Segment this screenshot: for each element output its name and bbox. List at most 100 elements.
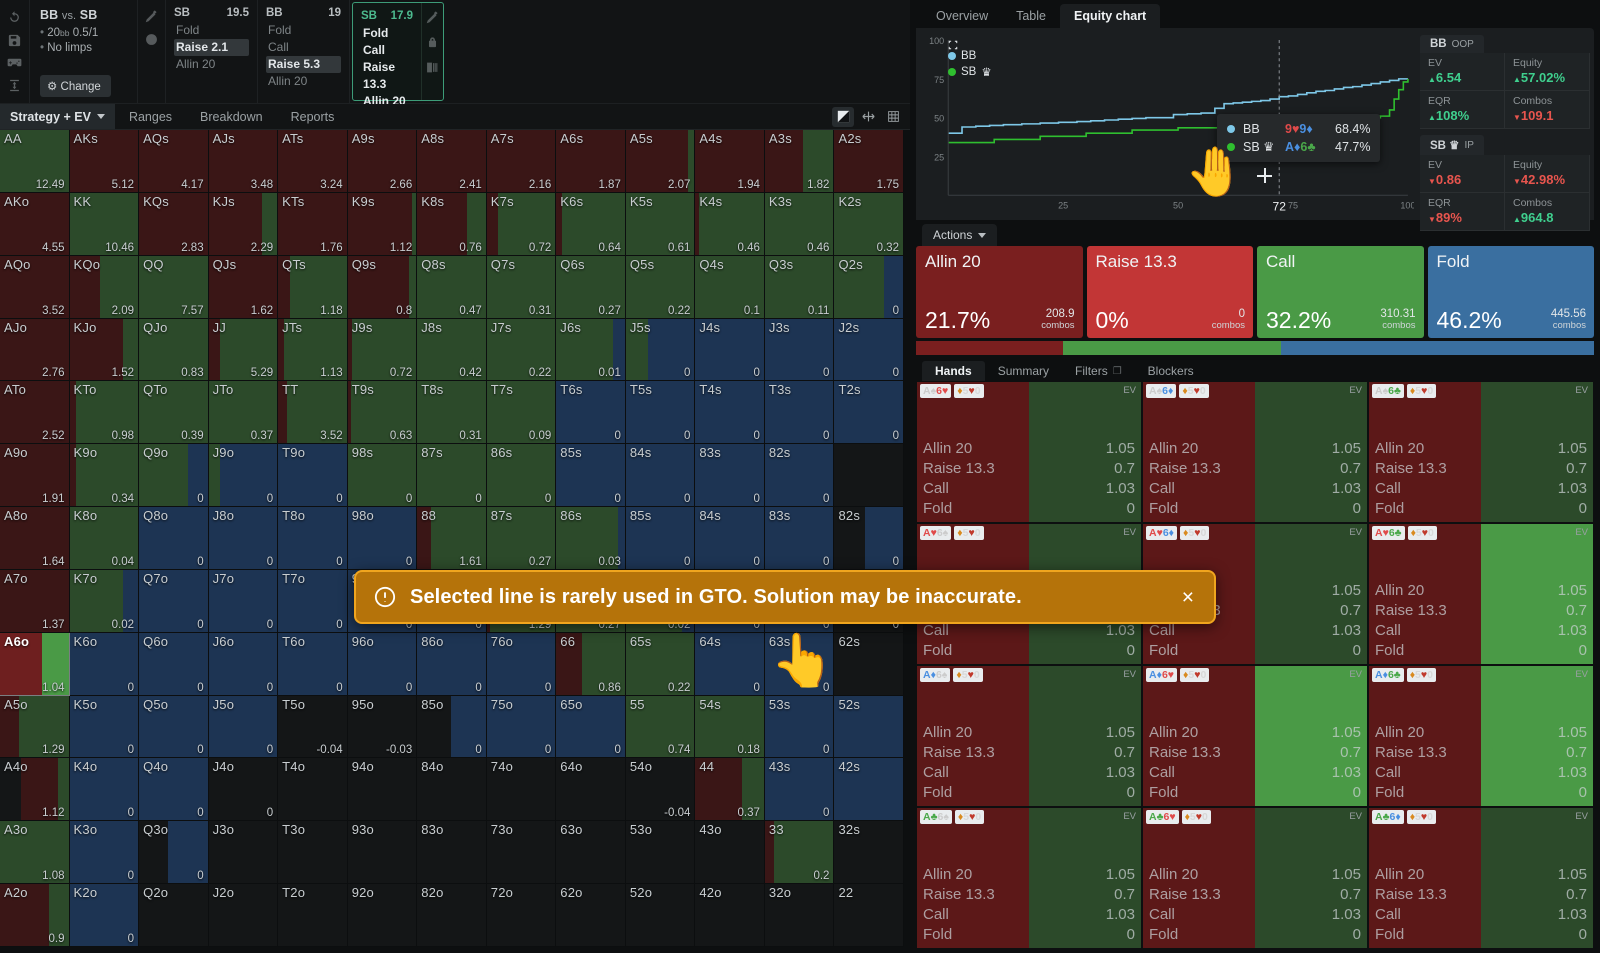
range-cell[interactable]: Q3s 0.11 bbox=[764, 255, 835, 319]
range-cell[interactable]: 63o bbox=[556, 821, 626, 885]
tab-filters[interactable]: Filters ❐ bbox=[1075, 364, 1122, 378]
range-cell[interactable]: 42o bbox=[695, 884, 765, 947]
range-cell[interactable]: QJo 0.83 bbox=[139, 318, 209, 382]
range-cell[interactable]: 93o bbox=[347, 821, 418, 885]
range-cell[interactable]: 32o bbox=[764, 884, 835, 947]
range-cell[interactable]: J4o 0 bbox=[208, 758, 279, 822]
tab-equity-chart[interactable]: Equity chart bbox=[1059, 4, 1161, 28]
action-item[interactable]: Call bbox=[363, 43, 386, 57]
range-cell[interactable]: 83s 0 bbox=[695, 444, 765, 508]
view-mode-resize-icon[interactable] bbox=[857, 107, 879, 127]
split-view-icon[interactable] bbox=[426, 61, 439, 74]
range-cell[interactable]: K4o 0 bbox=[69, 758, 140, 822]
range-cell[interactable]: 62o bbox=[556, 884, 626, 947]
range-cell[interactable]: T7s 0.09 bbox=[486, 381, 557, 445]
range-cell[interactable]: 87s 0 bbox=[417, 444, 487, 508]
range-cell[interactable]: 75o 0 bbox=[486, 695, 557, 759]
range-cell[interactable]: J2s 0 bbox=[834, 318, 904, 382]
range-cell[interactable]: 44 0.37 bbox=[695, 758, 765, 822]
action-item[interactable]: Fold bbox=[176, 23, 200, 37]
range-cell[interactable]: 86s 0 bbox=[486, 444, 557, 508]
action-item[interactable]: Call bbox=[268, 40, 289, 54]
edit-pencil-icon[interactable] bbox=[145, 10, 158, 23]
range-cell[interactable]: T6s 0 bbox=[556, 381, 626, 445]
range-cell[interactable]: K9o 0.34 bbox=[69, 444, 140, 508]
range-cell[interactable]: T2s 0 bbox=[834, 381, 904, 445]
range-cell[interactable]: 85s 0 bbox=[625, 507, 696, 570]
range-cell[interactable]: 52s bbox=[834, 695, 904, 759]
hand-cell[interactable]: A♦ 6♥ ♦ 5 ♥ 0 Allin 20 Raise 13.3 Call Fold EV … bbox=[1142, 665, 1368, 807]
range-cell[interactable]: K5o 0 bbox=[69, 695, 140, 759]
range-cell[interactable]: 54o -0.04 bbox=[625, 758, 696, 822]
hand-cell[interactable]: A♦ 6♠ ♦ 5 ♥ 0 Allin 20 Raise 13.3 Call Fold EV … bbox=[916, 665, 1142, 807]
range-cell[interactable]: Q3o 0 bbox=[139, 821, 209, 885]
range-cell[interactable]: J8o 0 bbox=[208, 507, 279, 570]
range-cell[interactable]: Q4s 0.1 bbox=[695, 255, 765, 319]
range-cell[interactable]: K8o 0.04 bbox=[69, 507, 140, 570]
range-cell[interactable]: J9o 0 bbox=[208, 444, 279, 508]
range-cell[interactable]: ATo 2.52 bbox=[0, 381, 70, 445]
range-cell[interactable]: T3s 0 bbox=[764, 381, 835, 445]
hand-cell[interactable]: A♣ 6♥ ♦ 5 ♥ 0 Allin 20 Raise 13.3 Call Fold EV … bbox=[1142, 807, 1368, 949]
range-cell[interactable]: QTo 0.39 bbox=[139, 381, 209, 445]
range-cell[interactable]: KJs 2.29 bbox=[208, 192, 279, 256]
gamepad-icon[interactable] bbox=[6, 54, 24, 72]
lock-icon[interactable] bbox=[426, 36, 439, 49]
hand-cell[interactable]: A♠ 6♣ ♦ 5 ♥ 0 Allin 20 Raise 13.3 Call Fold EV … bbox=[1368, 381, 1594, 523]
range-cell[interactable]: K3s 0.46 bbox=[764, 192, 835, 256]
range-cell[interactable]: A2o 0.9 bbox=[0, 884, 70, 947]
equity-chart[interactable]: 25 50 75 100 25 50 75 100 72 BB SB ♛ bbox=[920, 34, 1414, 216]
range-cell[interactable]: 22 bbox=[834, 884, 904, 947]
range-cell[interactable]: 53o bbox=[625, 821, 696, 885]
range-cell[interactable]: Q2s 0 bbox=[834, 255, 904, 319]
range-cell[interactable]: T3o bbox=[278, 821, 348, 885]
tab-breakdown[interactable]: Breakdown bbox=[200, 109, 263, 124]
range-cell[interactable]: A7o 1.37 bbox=[0, 569, 70, 633]
range-cell[interactable]: Q6o 0 bbox=[139, 632, 209, 696]
range-cell[interactable]: 98o 0 bbox=[347, 507, 418, 570]
range-cell[interactable]: 66 0.86 bbox=[556, 632, 626, 696]
range-cell[interactable]: Q7o 0 bbox=[139, 569, 209, 633]
range-cell[interactable]: ATs 3.24 bbox=[278, 130, 348, 193]
range-cell[interactable]: J7s 0.22 bbox=[486, 318, 557, 382]
action-card[interactable]: Raise 13.3 0% 0 combos bbox=[1086, 246, 1253, 338]
range-cell[interactable]: AJs 3.48 bbox=[208, 130, 279, 193]
range-cell[interactable]: K6o 0 bbox=[69, 632, 140, 696]
range-cell[interactable]: J3s 0 bbox=[764, 318, 835, 382]
range-cell[interactable]: Q8s 0.47 bbox=[417, 255, 487, 319]
range-cell[interactable]: J6s 0.01 bbox=[556, 318, 626, 382]
range-cell[interactable]: JTs 1.13 bbox=[278, 318, 348, 382]
range-cell[interactable]: 64o bbox=[556, 758, 626, 822]
action-item[interactable]: Fold bbox=[268, 23, 292, 37]
range-cell[interactable]: 64s 0 bbox=[695, 632, 765, 696]
range-cell[interactable]: 33 0.2 bbox=[764, 821, 835, 885]
view-mode-grid-icon[interactable] bbox=[882, 107, 904, 127]
range-cell[interactable]: 54s 0.18 bbox=[695, 695, 765, 759]
range-cell[interactable]: KTs 1.76 bbox=[278, 192, 348, 256]
range-cell[interactable]: Q7s 0.31 bbox=[486, 255, 557, 319]
close-icon[interactable]: × bbox=[1181, 585, 1194, 609]
range-cell[interactable]: T7o 0 bbox=[278, 569, 348, 633]
range-cell[interactable]: 84o bbox=[417, 758, 487, 822]
expand-icon[interactable] bbox=[948, 37, 958, 50]
range-cell[interactable]: 83s 0 bbox=[764, 507, 835, 570]
range-cell[interactable]: QJs 1.62 bbox=[208, 255, 279, 319]
range-cell[interactable]: 43o bbox=[695, 821, 765, 885]
range-cell[interactable]: T4s 0 bbox=[695, 381, 765, 445]
range-cell[interactable]: JTo 0.37 bbox=[208, 381, 279, 445]
range-cell[interactable]: J5s 0 bbox=[625, 318, 696, 382]
range-cell[interactable]: AKo 4.55 bbox=[0, 192, 70, 256]
range-cell[interactable] bbox=[834, 444, 904, 508]
range-cell[interactable]: 76o 0 bbox=[486, 632, 557, 696]
range-cell[interactable]: KQo 2.09 bbox=[69, 255, 140, 319]
action-item[interactable]: Raise 2.1 bbox=[174, 39, 249, 56]
range-cell[interactable]: 82s 0 bbox=[834, 507, 904, 570]
action-item[interactable]: Allin 20 bbox=[268, 74, 308, 88]
range-cell[interactable]: J5o 0 bbox=[208, 695, 279, 759]
range-cell[interactable]: T2o bbox=[278, 884, 348, 947]
range-cell[interactable]: AKs 5.12 bbox=[69, 130, 140, 193]
action-node-sb-2-selected[interactable]: SB 17.9 Fold Call Raise 13.3 Allin 20 bbox=[352, 2, 444, 108]
range-cell[interactable]: 65o 0 bbox=[556, 695, 626, 759]
range-cell[interactable]: 86s 0.03 bbox=[556, 507, 626, 570]
reset-icon[interactable] bbox=[6, 8, 24, 26]
